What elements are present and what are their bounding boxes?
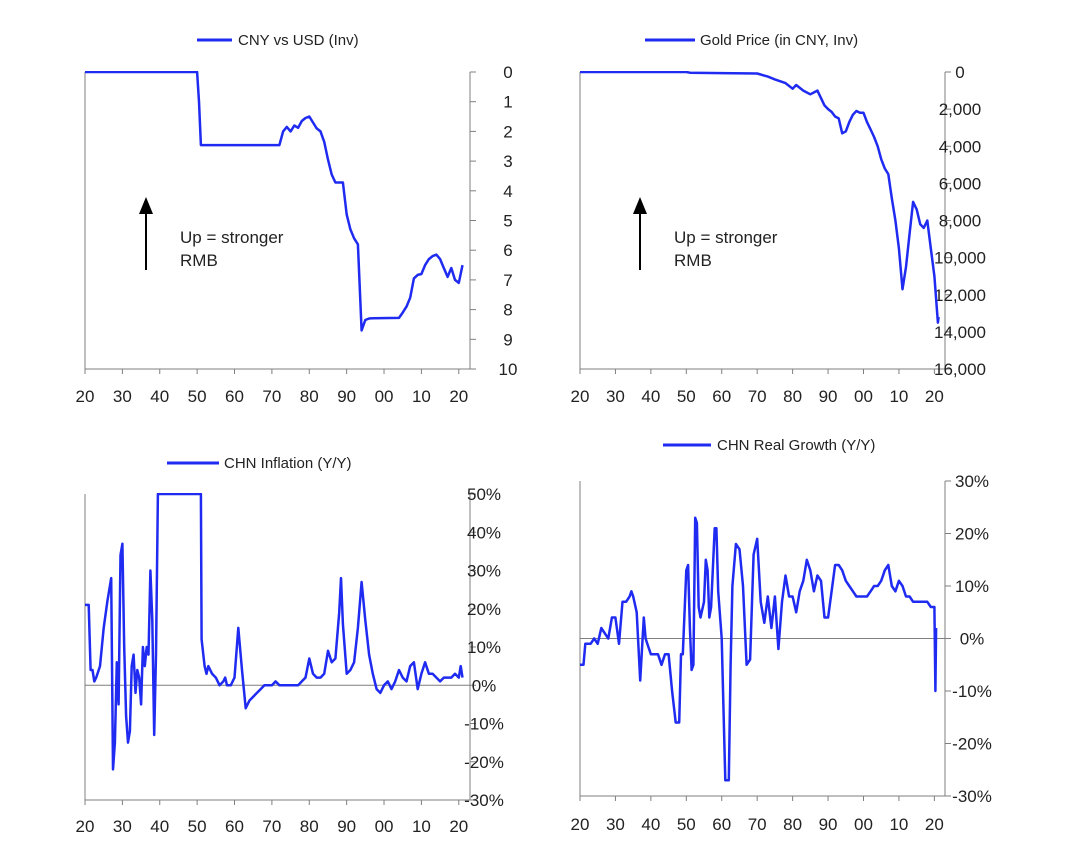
chart-3-y-tick-label: 50% — [467, 485, 501, 504]
chart-4-y-tick-label: -30% — [952, 787, 992, 806]
chart-2-y-tick-label: 2,000 — [939, 100, 982, 119]
chart-4-x-tick-label: 10 — [889, 815, 908, 834]
chart-1-y-tick-label: 7 — [503, 271, 512, 290]
chart-1-y-tick-label: 3 — [503, 152, 512, 171]
chart-4-x-tick-label: 50 — [677, 815, 696, 834]
chart-3-y-tick-label: 40% — [467, 523, 501, 542]
chart-3-x-tick-label: 20 — [449, 817, 468, 836]
chart-1-x-tick-label: 80 — [300, 387, 319, 406]
chart-4-y-tick-label: -10% — [952, 682, 992, 701]
chart-2-annotation-arrow-head — [633, 197, 647, 214]
chart-2-y-tick-label: 14,000 — [934, 323, 986, 342]
chart-1-y-tick-label: 8 — [503, 301, 512, 320]
chart-4-x-tick-label: 20 — [571, 815, 590, 834]
chart-2-y-tick-label: 0 — [955, 63, 964, 82]
chart-1-y-tick-label: 10 — [499, 360, 518, 379]
chart-4-x-tick-label: 70 — [748, 815, 767, 834]
chart-3-x-tick-label: 50 — [188, 817, 207, 836]
chart-1-x-tick-label: 30 — [113, 387, 132, 406]
chart-4-series-line — [580, 516, 938, 782]
chart-1-x-tick-label: 20 — [76, 387, 95, 406]
chart-1-y-tick-label: 0 — [503, 63, 512, 82]
chart-1-y-tick-label: 9 — [503, 330, 512, 349]
chart-2-x-tick-label: 50 — [677, 387, 696, 406]
chart-4-y-tick-label: 20% — [955, 525, 989, 544]
chart-3-x-tick-label: 00 — [375, 817, 394, 836]
chart-4-x-tick-label: 60 — [712, 815, 731, 834]
chart-2-x-tick-label: 80 — [783, 387, 802, 406]
chart-3-y-tick-label: -30% — [464, 791, 504, 810]
chart-4-y-tick-label: 10% — [955, 577, 989, 596]
chart-1-x-tick-label: 90 — [337, 387, 356, 406]
chart-1-x-tick-label: 10 — [412, 387, 431, 406]
chart-4-x-tick-label: 00 — [854, 815, 873, 834]
chart-3-x-tick-label: 30 — [113, 817, 132, 836]
chart-1-y-tick-label: 4 — [503, 182, 512, 201]
chart-1-y-tick-label: 2 — [503, 122, 512, 141]
chart-2-y-tick-label: 8,000 — [939, 212, 982, 231]
chart-2-y-tick-label: 4,000 — [939, 137, 982, 156]
chart-2-x-tick-label: 70 — [748, 387, 767, 406]
chart-1-legend-label: CNY vs USD (Inv) — [238, 32, 359, 49]
chart-2-x-tick-label: 10 — [889, 387, 908, 406]
chart-1-annotation-text: RMB — [180, 251, 218, 270]
chart-4-x-tick-label: 20 — [925, 815, 944, 834]
chart-2-y-tick-label: 16,000 — [934, 360, 986, 379]
chart-2-x-tick-label: 90 — [819, 387, 838, 406]
chart-3-series-line — [85, 493, 464, 771]
chart-4-y-tick-label: 30% — [955, 472, 989, 491]
chart-1-x-tick-label: 60 — [225, 387, 244, 406]
chart-2-annotation-text: Up = stronger — [674, 228, 778, 247]
chart-2-x-tick-label: 40 — [641, 387, 660, 406]
chart-1-annotation-text: Up = stronger — [180, 228, 284, 247]
chart-4-x-tick-label: 40 — [641, 815, 660, 834]
chart-3-y-tick-label: -20% — [464, 753, 504, 772]
chart-3-legend-label: CHN Inflation (Y/Y) — [224, 455, 352, 472]
chart-1-annotation-arrow-head — [139, 197, 153, 214]
chart-1-y-tick-label: 5 — [503, 212, 512, 231]
chart-1-x-tick-label: 50 — [188, 387, 207, 406]
chart-2-x-tick-label: 00 — [854, 387, 873, 406]
chart-3-y-tick-label: 0% — [472, 676, 497, 695]
chart-1-x-tick-label: 70 — [262, 387, 281, 406]
chart-3-x-tick-label: 20 — [76, 817, 95, 836]
chart-3-x-tick-label: 60 — [225, 817, 244, 836]
chart-2-y-tick-label: 10,000 — [934, 249, 986, 268]
chart-2-annotation-text: RMB — [674, 251, 712, 270]
chart-4-y-tick-label: -20% — [952, 735, 992, 754]
chart-4-x-tick-label: 90 — [819, 815, 838, 834]
chart-3-x-tick-label: 70 — [262, 817, 281, 836]
chart-1-y-tick-label: 1 — [503, 93, 512, 112]
chart-3-y-tick-label: 30% — [467, 562, 501, 581]
chart-1-series-line — [85, 71, 464, 332]
chart-1-x-tick-label: 00 — [375, 387, 394, 406]
chart-2-series-line — [580, 71, 940, 324]
chart-4-y-tick-label: 0% — [960, 630, 985, 649]
chart-4-x-tick-label: 80 — [783, 815, 802, 834]
chart-3-y-tick-label: 10% — [467, 638, 501, 657]
chart-3-y-tick-label: 20% — [467, 600, 501, 619]
chart-1-y-tick-label: 6 — [503, 241, 512, 260]
chart-1-x-tick-label: 20 — [449, 387, 468, 406]
chart-3-y-tick-label: -10% — [464, 715, 504, 734]
chart-2-x-tick-label: 20 — [571, 387, 590, 406]
chart-2-x-tick-label: 30 — [606, 387, 625, 406]
chart-3-x-tick-label: 80 — [300, 817, 319, 836]
chart-4-legend-label: CHN Real Growth (Y/Y) — [717, 437, 875, 454]
chart-2-x-tick-label: 20 — [925, 387, 944, 406]
chart-3-x-tick-label: 90 — [337, 817, 356, 836]
chart-2-x-tick-label: 60 — [712, 387, 731, 406]
chart-1-x-tick-label: 40 — [150, 387, 169, 406]
chart-2-y-tick-label: 6,000 — [939, 174, 982, 193]
chart-3-x-tick-label: 40 — [150, 817, 169, 836]
chart-2-y-tick-label: 12,000 — [934, 286, 986, 305]
chart-2-legend-label: Gold Price (in CNY, Inv) — [700, 32, 858, 49]
chart-3-x-tick-label: 10 — [412, 817, 431, 836]
chart-4-x-tick-label: 30 — [606, 815, 625, 834]
